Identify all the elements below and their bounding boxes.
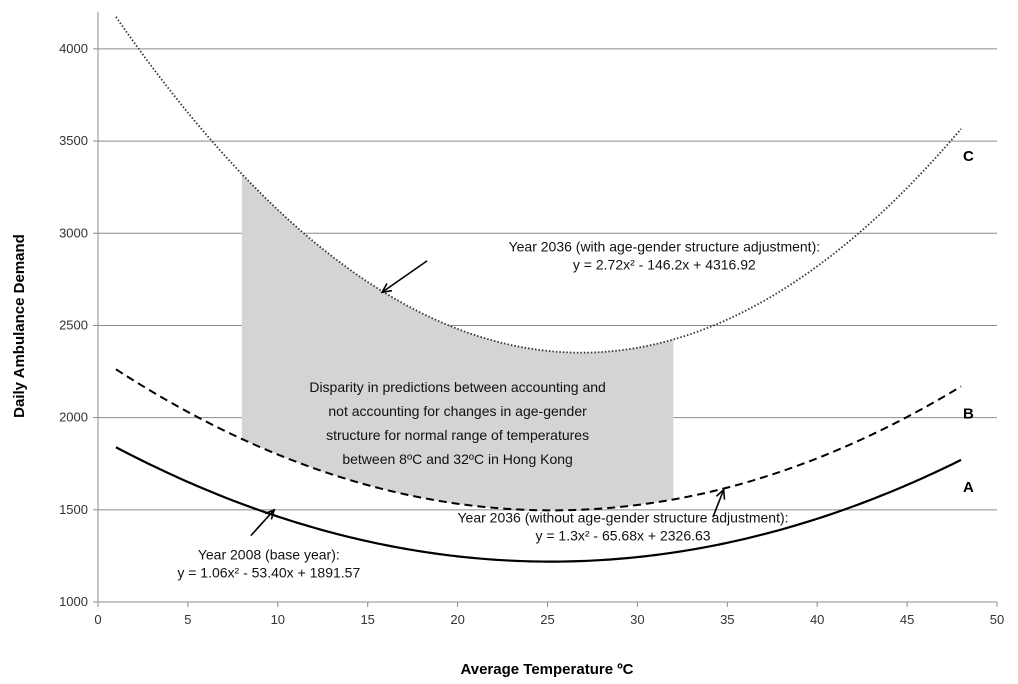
disparity-text-line: Disparity in predictions between account… (309, 379, 606, 395)
y-tick-label: 3500 (59, 133, 88, 148)
x-tick-label: 50 (990, 612, 1004, 627)
disparity-text-line: structure for normal range of temperatur… (326, 427, 589, 443)
series-label-B: B (963, 405, 974, 422)
annotation-arrowhead-B (715, 487, 726, 500)
x-tick-label: 0 (94, 612, 101, 627)
series-label-A: A (963, 479, 974, 496)
annotation-arrowhead-A (264, 508, 276, 520)
y-axis-title: Daily Ambulance Demand (11, 234, 28, 418)
curve-labels: A B C (963, 148, 974, 496)
annotation-arrow-B (712, 489, 725, 518)
series-curves (115, 16, 962, 563)
annotation-arrow-C (381, 260, 428, 293)
x-tick-label: 35 (720, 612, 734, 627)
annotation-A-line: y = 1.06x² - 53.40x + 1891.57 (177, 565, 360, 581)
annotations: Year 2036 (with age-gender structure adj… (177, 239, 820, 581)
disparity-area (241, 173, 674, 511)
series-line-A (115, 446, 962, 563)
x-tick-label: 10 (271, 612, 285, 627)
tick-labels: 0 5 10 15 20 25 30 35 40 45 50 1000 1500 2000 2500 3000… (59, 41, 1004, 627)
x-tick-label: 20 (450, 612, 464, 627)
x-tick-label: 40 (810, 612, 824, 627)
shaded-region: Disparity in predictions between account… (241, 173, 674, 511)
series-label-C: C (963, 148, 974, 165)
annotation-B-line: y = 1.3x² - 65.68x + 2326.63 (535, 528, 710, 544)
x-tick-label: 5 (184, 612, 191, 627)
x-axis-title: Average Temperature ºC (460, 661, 633, 678)
y-tick-label: 4000 (59, 41, 88, 56)
annotation-arrowhead-C (380, 283, 393, 294)
annotation-C-line: Year 2036 (with age-gender structure adj… (509, 239, 821, 255)
disparity-text-line: between 8ºC and 32ºC in Hong Kong (342, 451, 573, 467)
y-tick-label: 2000 (59, 410, 88, 425)
axes (93, 12, 998, 607)
disparity-text-line: not accounting for changes in age-gender (328, 403, 587, 419)
x-tick-label: 25 (540, 612, 554, 627)
y-tick-label: 1000 (59, 594, 88, 609)
x-tick-label: 15 (360, 612, 374, 627)
x-tick-label: 45 (900, 612, 914, 627)
annotation-C-line: y = 2.72x² - 146.2x + 4316.92 (573, 257, 756, 273)
series-line-C (115, 16, 962, 354)
x-tick-label: 30 (630, 612, 644, 627)
y-tick-label: 1500 (59, 502, 88, 517)
annotation-B-line: Year 2036 (without age-gender structure … (458, 510, 789, 526)
annotation-arrow-A (250, 509, 275, 537)
annotation-A-line: Year 2008 (base year): (198, 547, 340, 563)
y-tick-label: 3000 (59, 225, 88, 240)
series-line-B (115, 368, 962, 512)
y-tick-label: 2500 (59, 317, 88, 332)
